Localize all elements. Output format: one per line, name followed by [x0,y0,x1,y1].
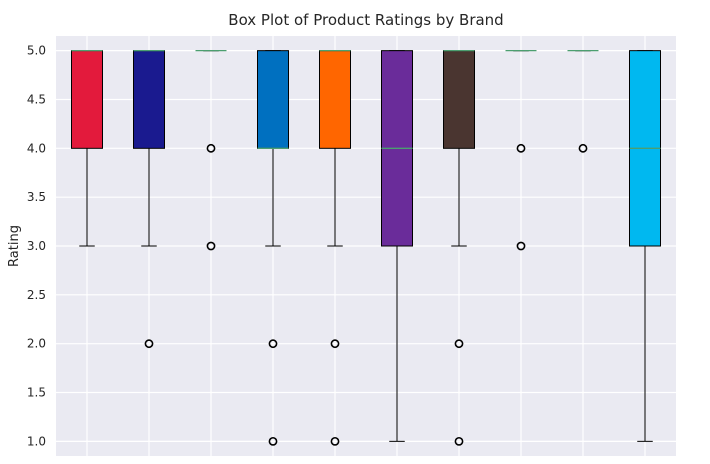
box-group [381,50,413,442]
y-axis-label: Rating [7,225,22,267]
outlier-point [268,436,278,446]
y-tick-label: 4.5 [27,92,46,106]
boxes-layer [71,50,661,446]
y-tick-label: 3.5 [27,190,46,204]
box-group [567,50,599,153]
box-group [257,50,289,446]
outlier-point [454,436,464,446]
y-tick-label: 2.5 [27,288,46,302]
outlier-point [516,241,526,251]
outlier-point [454,339,464,349]
box-group [319,50,351,446]
y-tick-label: 1.5 [27,386,46,400]
outlier-point [206,143,216,153]
outlier-point [516,143,526,153]
box-group [443,50,475,446]
outlier-point [144,339,154,349]
box-group [195,50,227,251]
box-body [71,50,103,149]
outlier-point [330,339,340,349]
y-tick-label: 4.0 [27,141,46,155]
box-body [133,50,165,149]
outlier-point [268,339,278,349]
chart-title: Box Plot of Product Ratings by Brand [228,11,503,29]
y-tick-label: 3.0 [27,239,46,253]
outlier-point [330,436,340,446]
y-tick-label: 2.0 [27,337,46,351]
box-group [629,50,661,442]
box-body [319,50,351,149]
y-tick-label: 5.0 [27,44,46,58]
box-group [133,50,165,349]
outlier-point [578,143,588,153]
outlier-point [206,241,216,251]
y-tick-labels: 1.0 1.5 2.0 2.5 3.0 3.5 4.0 4.5 5.0 [27,44,46,449]
box-group [71,50,103,247]
box-body [257,50,289,149]
y-tick-label: 1.0 [27,434,46,448]
box-body [443,50,475,149]
box-group [505,50,537,251]
